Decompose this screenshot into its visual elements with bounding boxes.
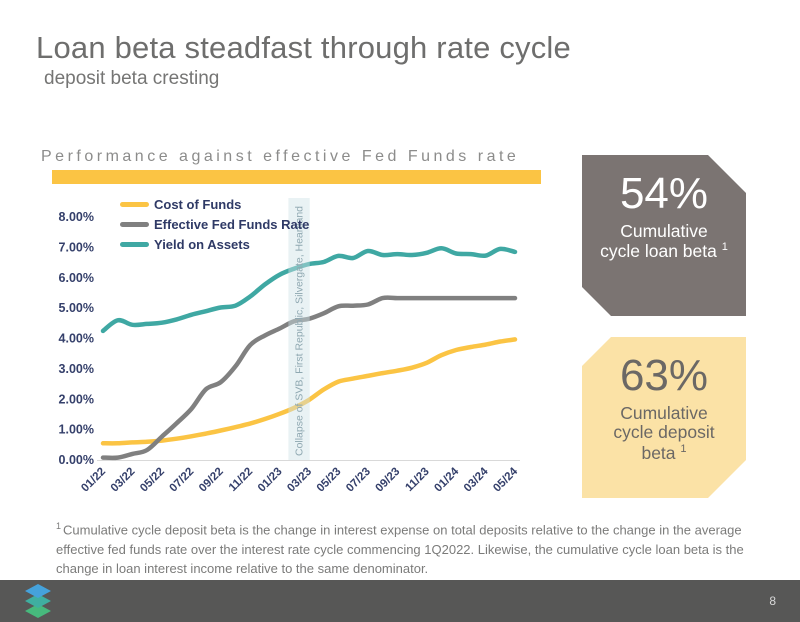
svg-text:11/23: 11/23	[403, 466, 431, 494]
svg-text:05/23: 05/23	[315, 466, 344, 495]
page-title: Loan beta steadfast through rate cycle	[36, 30, 571, 65]
svg-text:0.00%: 0.00%	[59, 453, 94, 467]
page-number: 8	[769, 594, 776, 608]
cost-of-funds-swatch	[120, 202, 149, 207]
deposit-beta-callout: 63% Cumulative cycle deposit beta 1	[582, 337, 746, 498]
svg-text:01/23: 01/23	[256, 466, 285, 495]
svg-text:09/23: 09/23	[374, 466, 403, 495]
legend-item-cost-of-funds: Cost of Funds	[120, 197, 309, 212]
collapse-annotation-label: Collapse of SVB, First Republic, Silverg…	[295, 206, 306, 456]
svg-text:4.00%: 4.00%	[59, 332, 94, 346]
loan-beta-label: Cumulative cycle loan beta 1	[582, 220, 746, 262]
footnote-marker: 1	[56, 521, 62, 531]
svg-text:03/22: 03/22	[109, 466, 138, 495]
chart-legend: Cost of Funds Effective Fed Funds Rate Y…	[120, 197, 309, 252]
deposit-beta-label: Cumulative cycle deposit beta 1	[582, 402, 746, 464]
legend-item-yield-on-assets: Yield on Assets	[120, 237, 309, 252]
svg-text:01/22: 01/22	[79, 466, 108, 495]
svg-text:3.00%: 3.00%	[59, 362, 94, 376]
svg-text:05/22: 05/22	[138, 466, 167, 495]
legend-label: Effective Fed Funds Rate	[154, 217, 310, 232]
legend-item-effective-fed-funds-rate: Effective Fed Funds Rate	[120, 217, 309, 232]
effective-fed-funds-rate-swatch	[120, 222, 149, 227]
svg-text:03/24: 03/24	[462, 465, 491, 494]
deposit-beta-value: 63%	[619, 351, 709, 400]
loan-beta-label-text: Cumulative cycle loan beta	[600, 220, 717, 262]
svg-text:8.00%: 8.00%	[59, 210, 94, 224]
svg-text:6.00%: 6.00%	[59, 271, 94, 285]
svg-text:03/23: 03/23	[285, 466, 314, 495]
svg-text:7.00%: 7.00%	[59, 240, 94, 254]
svg-text:1.00%: 1.00%	[59, 423, 94, 437]
fed-funds-chart: 0.00% 1.00% 2.00% 3.00% 4.00% 5.00% 6.00% 7.00%…	[53, 190, 533, 512]
stacked-layers-logo-icon	[25, 584, 51, 618]
footer-bar: 8	[0, 580, 800, 622]
loan-beta-value: 54%	[619, 169, 709, 218]
svg-text:2.00%: 2.00%	[59, 392, 94, 406]
svg-text:01/24: 01/24	[432, 465, 461, 494]
legend-label: Yield on Assets	[154, 237, 250, 252]
legend-label: Cost of Funds	[154, 197, 242, 212]
line-chart-canvas: 0.00% 1.00% 2.00% 3.00% 4.00% 5.00% 6.00% 7.00%…	[59, 198, 521, 495]
footnote-marker: 1	[680, 442, 687, 455]
svg-text:07/22: 07/22	[168, 466, 197, 495]
svg-text:07/23: 07/23	[344, 466, 373, 495]
svg-text:5.00%: 5.00%	[59, 301, 94, 315]
svg-text:09/22: 09/22	[197, 466, 226, 495]
svg-text:11/22: 11/22	[227, 466, 255, 494]
footnote-text: Cumulative cycle deposit beta is the cha…	[56, 522, 744, 577]
page-subtitle: deposit beta cresting	[44, 68, 220, 89]
yellow-accent-bar	[52, 170, 541, 184]
svg-text:05/24: 05/24	[491, 465, 520, 494]
deposit-beta-label-text: Cumulative cycle deposit beta	[613, 402, 715, 463]
footnote-marker: 1	[721, 241, 728, 254]
footnote: 1 Cumulative cycle deposit beta is the ch…	[56, 520, 762, 579]
chart-section-header: Performance against effective Fed Funds …	[41, 148, 520, 165]
loan-beta-callout: 54% Cumulative cycle loan beta 1	[582, 155, 746, 316]
yield-on-assets-swatch	[120, 242, 149, 247]
